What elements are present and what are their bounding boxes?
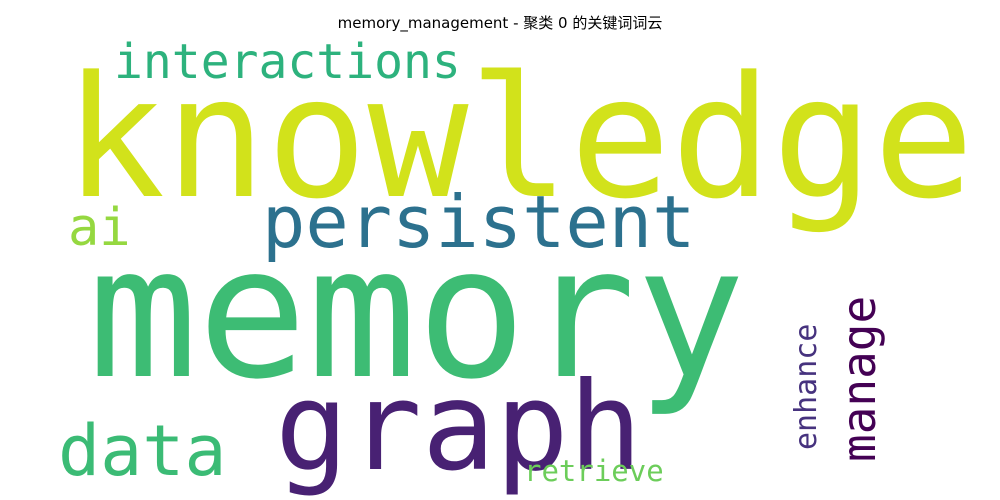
- word-knowledge: knowledge: [64, 40, 975, 236]
- word-retrieve: retrieve: [524, 454, 664, 488]
- chart-title: memory_management - 聚类 0 的关键词词云: [337, 14, 663, 32]
- word-ai: ai: [68, 198, 131, 258]
- word-data: data: [58, 410, 227, 492]
- word-persistent: persistent: [262, 180, 696, 264]
- word-interactions: interactions: [114, 34, 461, 90]
- word-memory: memory: [88, 207, 746, 419]
- word-enhance: enhance: [789, 323, 824, 450]
- word-manage: manage: [832, 295, 886, 462]
- word-graph: graph: [275, 356, 643, 498]
